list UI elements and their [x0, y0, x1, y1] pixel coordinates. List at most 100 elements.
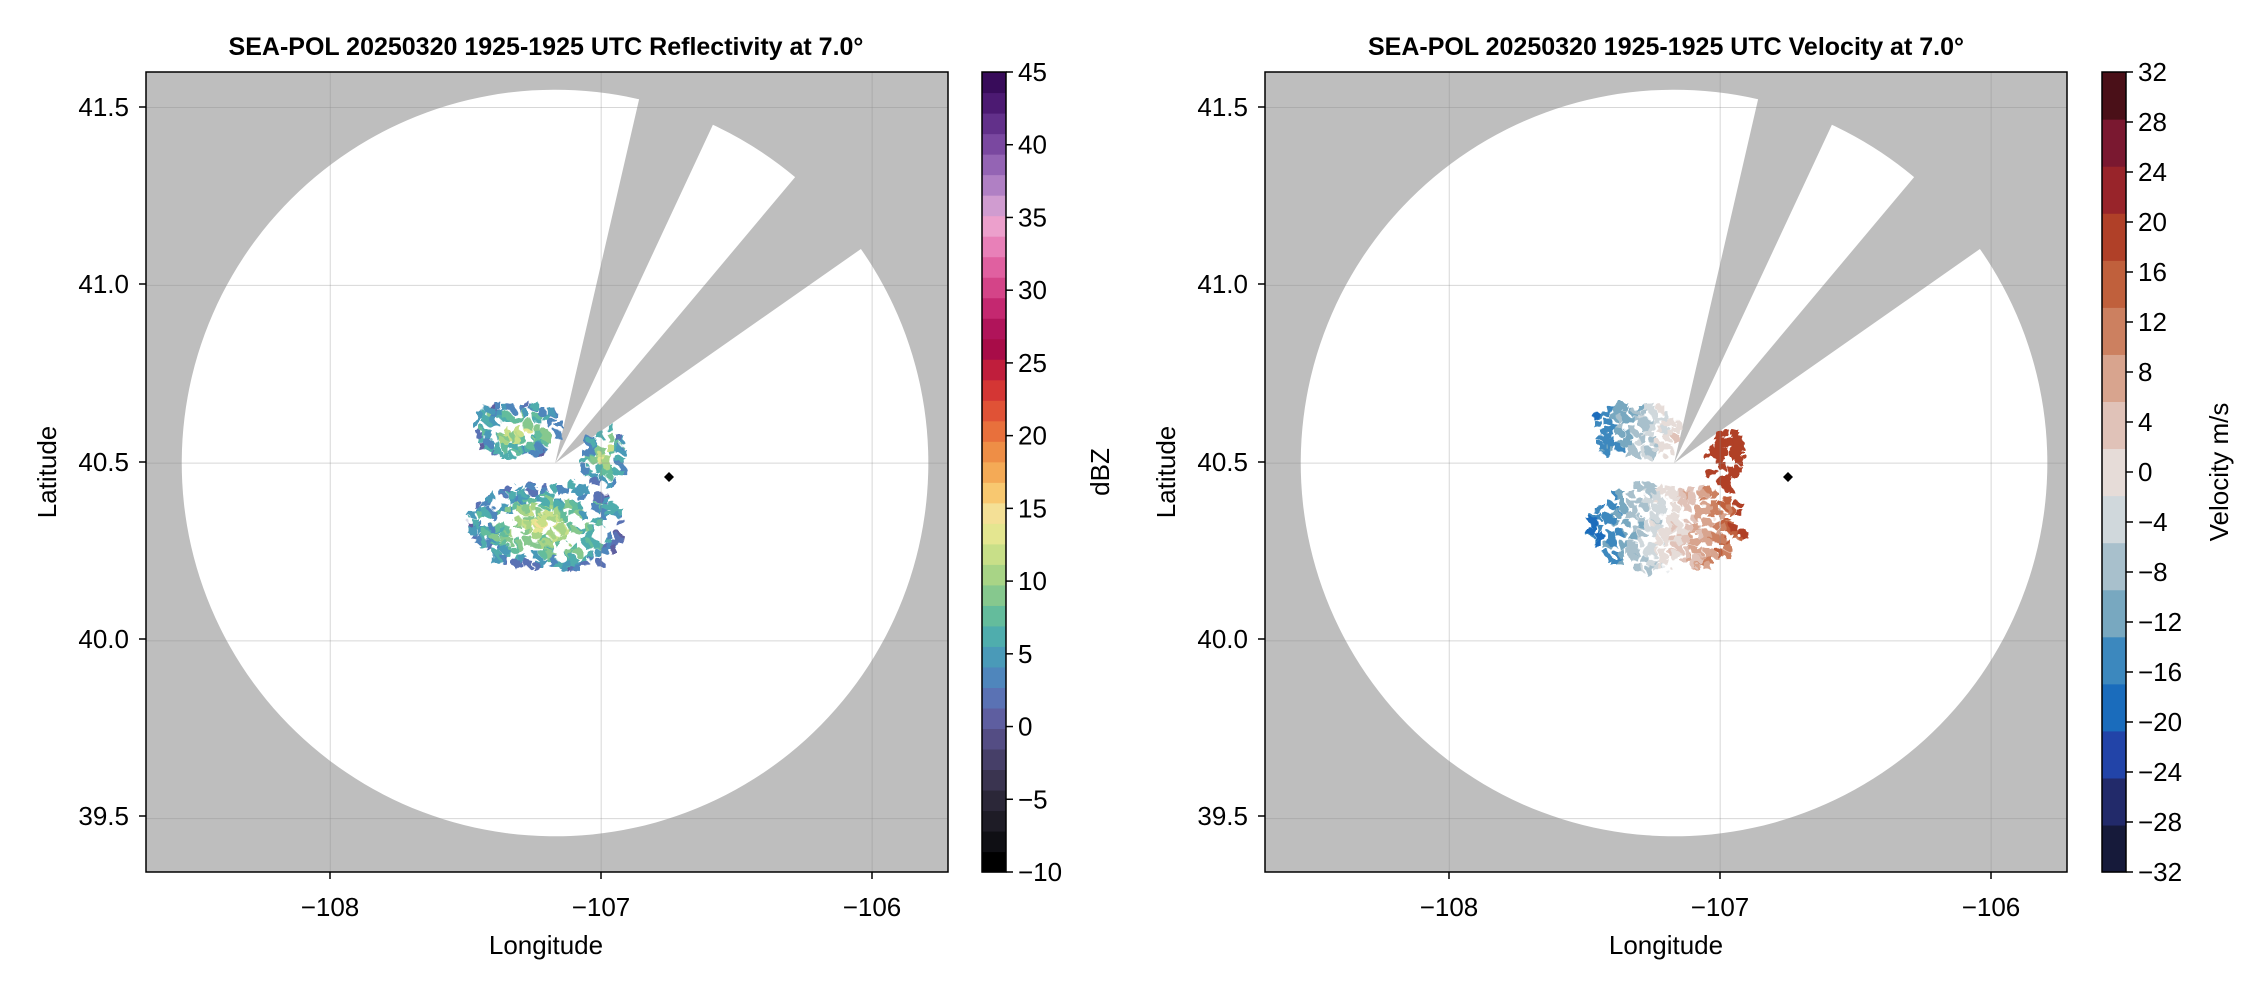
- echo-pixel: [474, 535, 482, 543]
- echo-pixel: [478, 539, 485, 547]
- echo-pixel: [568, 509, 576, 517]
- echo-pixel: [536, 444, 544, 452]
- echo-pixel: [1602, 435, 1610, 442]
- echo-pixel: [1612, 509, 1620, 517]
- echo-pixel: [535, 435, 543, 443]
- x-tick-label: −106: [843, 892, 902, 922]
- echo-pixel: [1619, 401, 1626, 408]
- echo-pixel: [1667, 492, 1675, 500]
- colorbar-tick-label: 35: [1018, 202, 1047, 232]
- colorbar-tick-label: 15: [1018, 493, 1047, 523]
- echo-pixel: [607, 502, 615, 510]
- echo-pixel: [1609, 438, 1616, 446]
- velocity-y-axis: 39.5 40.0 40.5 41.0 41.5 Latitude: [1151, 92, 1265, 831]
- x-tick-label: −107: [572, 892, 631, 922]
- colorbar-swatch: [982, 359, 1006, 381]
- echo-pixel: [588, 538, 596, 546]
- echo-pixel: [1617, 422, 1625, 430]
- echo-pixel: [515, 541, 523, 548]
- echo-pixel: [1645, 448, 1653, 456]
- colorbar-swatch: [2102, 495, 2126, 544]
- echo-pixel: [1644, 566, 1652, 574]
- echo-pixel: [1608, 531, 1616, 539]
- echo-pixel: [1697, 531, 1705, 539]
- echo-pixel: [1699, 490, 1707, 498]
- colorbar-swatch: [2102, 448, 2126, 497]
- echo-pixel: [1673, 496, 1681, 503]
- colorbar-swatch: [982, 830, 1006, 853]
- echo-pixel: [505, 537, 513, 544]
- echo-pixel: [1719, 519, 1727, 527]
- echo-pixel: [1730, 524, 1738, 532]
- echo-pixel: [559, 511, 567, 518]
- echo-pixel: [1663, 534, 1671, 542]
- colorbar-swatch: [982, 523, 1006, 545]
- x-tick-label: −107: [1691, 892, 1750, 922]
- echo-pixel: [1735, 457, 1743, 465]
- echo-pixel: [593, 479, 601, 487]
- echo-pixel: [1684, 491, 1692, 499]
- echo-pixel: [531, 503, 539, 511]
- echo-pixel: [1643, 521, 1651, 528]
- echo-pixel: [586, 529, 594, 537]
- echo-pixel: [573, 487, 581, 495]
- echo-pixel: [600, 511, 608, 519]
- echo-pixel: [1713, 428, 1721, 436]
- colorbar-swatch: [982, 543, 1006, 565]
- echo-pixel: [485, 540, 493, 548]
- echo-pixel: [533, 493, 541, 501]
- echo-pixel: [487, 496, 495, 504]
- colorbar-tick-label: −28: [2138, 807, 2182, 837]
- echo-pixel: [486, 434, 494, 442]
- colorbar-swatch: [2102, 354, 2126, 403]
- echo-pixel: [1702, 561, 1710, 569]
- echo-pixel: [1705, 539, 1713, 547]
- echo-pixel: [515, 415, 523, 423]
- echo-pixel: [588, 534, 596, 542]
- echo-pixel: [503, 412, 511, 420]
- echo-pixel: [1636, 515, 1644, 523]
- velocity-colorbar: −32 −28 −24 −20 −16 −12 −8 −4 0 4 8 12 16 20 24 28 32 Ve…: [2101, 57, 2234, 887]
- echo-pixel: [1620, 501, 1627, 508]
- echo-pixel: [1619, 438, 1627, 446]
- echo-pixel: [1625, 439, 1632, 447]
- echo-pixel: [1643, 494, 1651, 502]
- colorbar-label: dBZ: [1085, 448, 1115, 496]
- echo-pixel: [501, 540, 509, 548]
- colorbar-tick-label: −32: [2138, 857, 2182, 887]
- echo-pixel: [1659, 414, 1667, 422]
- colorbar-swatches: [2102, 72, 2126, 873]
- echo-pixel: [1622, 417, 1630, 425]
- reflectivity-x-axis: −108 −107 −106 Longitude: [301, 872, 902, 960]
- echo-pixel: [1605, 404, 1613, 412]
- echo-pixel: [601, 494, 609, 502]
- reflectivity-colorbar: −10 −5 0 5 10 15 20 25 30 35 40 45 dBZ: [981, 57, 1115, 887]
- y-tick-label: 41.5: [78, 92, 129, 122]
- echo-pixel: [1700, 495, 1708, 503]
- colorbar-swatch: [2102, 730, 2126, 779]
- echo-pixel: [1682, 535, 1689, 543]
- echo-pixel: [1652, 444, 1659, 452]
- echo-pixel: [1637, 538, 1645, 546]
- colorbar-swatch: [982, 666, 1006, 688]
- reflectivity-title: SEA-POL 20250320 1925-1925 UTC Reflectiv…: [229, 33, 864, 61]
- echo-pixel: [1601, 409, 1609, 417]
- echo-pixel: [1649, 528, 1657, 535]
- echo-pixel: [615, 535, 623, 543]
- echo-pixel: [1668, 534, 1675, 542]
- echo-pixel: [1650, 411, 1657, 419]
- echo-pixel: [1654, 523, 1662, 531]
- echo-pixel: [1617, 429, 1625, 437]
- echo-pixel: [1715, 456, 1723, 464]
- echo-pixel: [600, 543, 607, 551]
- echo-pixel: [1705, 469, 1713, 477]
- echo-pixel: [533, 552, 541, 560]
- echo-pixel: [1592, 531, 1600, 539]
- echo-pixel: [1737, 437, 1745, 445]
- echo-pixel: [562, 488, 570, 496]
- echo-layer: [1584, 401, 1746, 574]
- echo-pixel: [586, 550, 594, 557]
- colorbar-swatch: [2102, 589, 2126, 638]
- echo-pixel: [1629, 501, 1637, 508]
- echo-pixel: [548, 421, 556, 429]
